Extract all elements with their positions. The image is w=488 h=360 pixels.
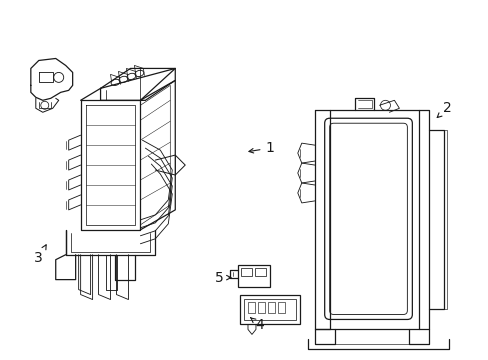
Bar [254,268,265,276]
Bar [238,265,269,287]
Text: 5: 5 [214,271,230,285]
Bar [277,302,285,314]
Text: 4: 4 [250,318,264,332]
Text: 2: 2 [436,101,450,117]
Bar [244,298,295,320]
Bar [247,302,254,314]
Bar [241,268,251,276]
Bar [240,294,299,324]
Bar [258,302,264,314]
Text: 3: 3 [34,245,46,265]
Bar [267,302,274,314]
Text: 1: 1 [248,141,274,155]
